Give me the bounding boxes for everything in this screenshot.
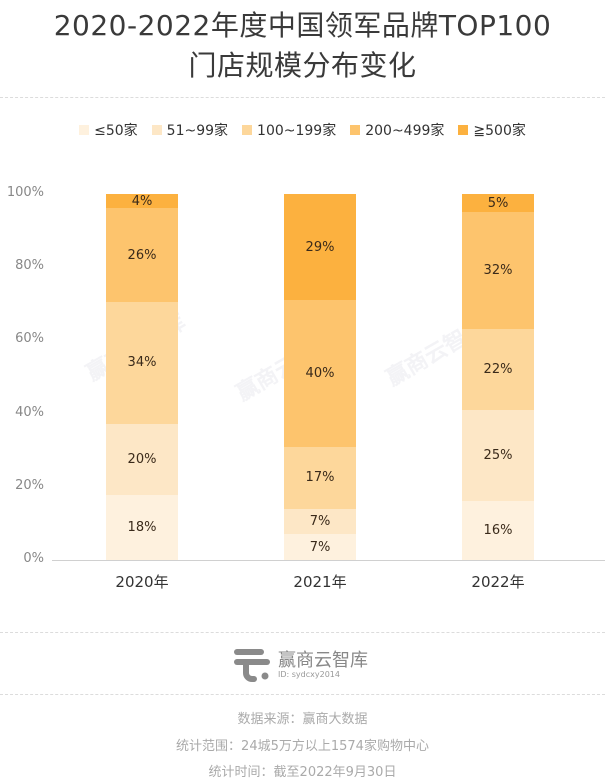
- bar-2022年: 16% 25% 22% 32% 5%: [462, 194, 534, 560]
- footer-time: 统计时间：截至2022年9月30日: [208, 765, 397, 780]
- bar-segment: 5%: [462, 194, 534, 213]
- divider-top: [0, 97, 605, 98]
- y-tick-label: 40%: [15, 404, 44, 420]
- legend-swatch-icon: [151, 125, 162, 135]
- brand-name: 赢商云智库: [278, 650, 368, 671]
- bar-segment: 20%: [106, 423, 178, 496]
- y-tick-label: 80%: [15, 258, 44, 274]
- legend-item: ≧500家: [458, 120, 526, 140]
- bar-segment: 26%: [106, 208, 178, 302]
- legend-item: 51~99家: [151, 120, 229, 140]
- bar-segment: 22%: [462, 329, 534, 410]
- bar-segment: 7%: [284, 534, 356, 560]
- divider-bottom: [0, 694, 605, 695]
- bar-segment: 17%: [284, 446, 356, 509]
- bar-segment: 32%: [462, 212, 534, 330]
- legend-item: 100~199家: [242, 120, 336, 140]
- y-tick-label: 100%: [6, 185, 44, 200]
- legend-swatch-icon: [458, 125, 469, 135]
- x-tick-label: 2020年: [115, 573, 169, 591]
- bar-segment: 4%: [106, 194, 178, 209]
- footer-source: 数据来源：赢商大数据: [237, 712, 368, 727]
- legend-label: 100~199家: [257, 123, 337, 139]
- legend-label: 51~99家: [166, 123, 229, 139]
- divider-middle: [0, 632, 605, 633]
- bar-segment: 40%: [284, 300, 356, 447]
- brand-id: ID: sydcxy2014: [278, 670, 340, 679]
- title-line-1: 2020-2022年度中国领军品牌TOP100: [53, 9, 552, 42]
- bar-segment: 7%: [284, 508, 356, 535]
- bar-2021年: 7% 7% 17% 40% 29%: [284, 194, 356, 560]
- x-tick-label: 2021年: [293, 573, 347, 591]
- bar-segment: 29%: [284, 194, 356, 301]
- legend: ≤50家 51~99家 100~199家 200~499家 ≧500家: [0, 120, 605, 140]
- bar-2020年: 18% 20% 34% 26% 4%: [106, 194, 178, 560]
- title-line-2: 门店规模分布变化: [188, 49, 417, 82]
- legend-label: ≤50家: [94, 123, 138, 139]
- legend-swatch-icon: [242, 125, 253, 135]
- legend-label: 200~499家: [365, 123, 445, 139]
- y-tick-label: 20%: [15, 477, 44, 493]
- y-tick-label: 60%: [15, 331, 44, 347]
- x-axis-line: [52, 560, 605, 561]
- legend-item: 200~499家: [350, 120, 444, 140]
- x-tick-label: 2022年: [471, 573, 525, 591]
- legend-swatch-icon: [79, 125, 90, 135]
- bar-segment: 18%: [106, 495, 178, 560]
- footer-scope: 统计范围：24城5万方以上1574家购物中心: [176, 739, 429, 754]
- legend-swatch-icon: [350, 125, 361, 135]
- legend-item: ≤50家: [79, 120, 138, 140]
- bar-segment: 25%: [462, 409, 534, 502]
- bar-segment: 34%: [106, 301, 178, 424]
- legend-label: ≧500家: [473, 123, 526, 139]
- brand-logo-icon: [234, 649, 270, 682]
- bar-segment: 16%: [462, 501, 534, 560]
- y-tick-label: 0%: [23, 551, 44, 566]
- chart-title: 2020-2022年度中国领军品牌TOP100 门店规模分布变化: [0, 6, 605, 86]
